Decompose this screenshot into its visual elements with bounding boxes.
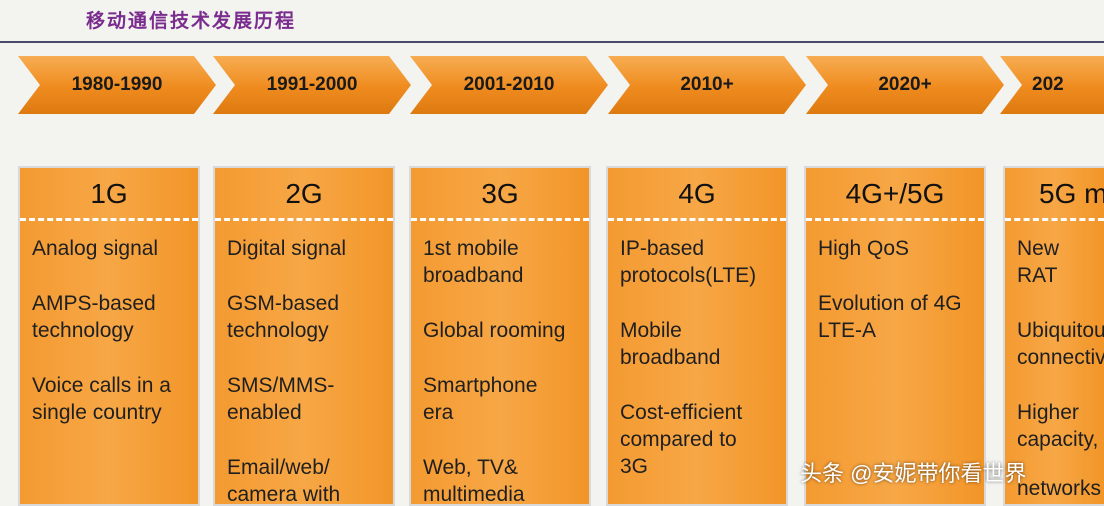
generation-card-4g-5g: 4G+/5G High QoS Evolution of 4G LTE-A	[804, 166, 986, 506]
feature-item: Evolution of 4G LTE-A	[818, 292, 962, 342]
period-label: 2020+	[878, 74, 932, 95]
feature-item: Email/web/ camera with	[227, 456, 341, 506]
feature-item: SMS/MMS- enabled	[227, 374, 335, 424]
feature-item: networks	[1017, 477, 1102, 500]
feature-item: New RAT	[1017, 237, 1060, 287]
feature-item: Ubiquitou connectiv	[1017, 319, 1104, 369]
generation-card-5g: 5G m New RAT Ubiquitou connectiv Higher …	[1003, 166, 1104, 506]
feature-item: Cost-efficient compared to 3G	[620, 401, 743, 478]
feature-item: 1st mobile broadband	[423, 237, 524, 287]
timeline-arrow-4: 2010+	[608, 56, 806, 114]
feature-item: Analog signal	[32, 237, 159, 260]
feature-item: High QoS	[818, 237, 910, 260]
period-label: 1991-2000	[266, 74, 358, 95]
feature-item: Higher capacity,	[1017, 401, 1099, 451]
feature-item: GSM-based technology	[227, 292, 340, 342]
feature-item: IP-based protocols(LTE)	[620, 237, 757, 287]
watermark-text: 头条 @安妮带你看世界	[800, 461, 1027, 486]
period-label: 202	[1032, 74, 1064, 95]
period-label: 2001-2010	[463, 74, 555, 95]
page-title: 移动通信技术发展历程	[86, 10, 297, 32]
timeline-arrow-6: 202	[1000, 56, 1104, 114]
generation-card-3g: 3G 1st mobile broadband Global rooming S…	[409, 166, 591, 506]
timeline-arrow-2: 1991-2000	[213, 56, 411, 114]
feature-item: Web, TV& multimedia	[423, 456, 525, 506]
timeline-arrow-5: 2020+	[806, 56, 1004, 114]
period-label: 1980-1990	[71, 74, 163, 95]
period-label: 2010+	[680, 74, 734, 95]
generation-card-4g: 4G IP-based protocols(LTE) Mobile broadb…	[606, 166, 788, 506]
generation-heading: 4G	[608, 168, 786, 221]
generation-card-1g: 1G Analog signal AMPS-based technology V…	[18, 166, 200, 506]
generation-heading: 5G m	[1005, 168, 1104, 221]
feature-item: Global rooming	[423, 319, 566, 342]
generation-card-2g: 2G Digital signal GSM-based technology S…	[213, 166, 395, 506]
feature-item: Smartphone era	[423, 374, 538, 424]
generation-heading: 1G	[20, 168, 198, 221]
feature-item: Mobile broadband	[620, 319, 721, 369]
timeline-arrow-1: 1980-1990	[18, 56, 216, 114]
generation-heading: 2G	[215, 168, 393, 221]
generation-heading: 3G	[411, 168, 589, 221]
feature-item: AMPS-based technology	[32, 292, 156, 342]
timeline-arrow-3: 2001-2010	[410, 56, 608, 114]
generation-heading: 4G+/5G	[806, 168, 984, 221]
title-divider	[0, 41, 1104, 43]
feature-item: Digital signal	[227, 237, 347, 260]
feature-item: Voice calls in a single country	[32, 374, 171, 424]
